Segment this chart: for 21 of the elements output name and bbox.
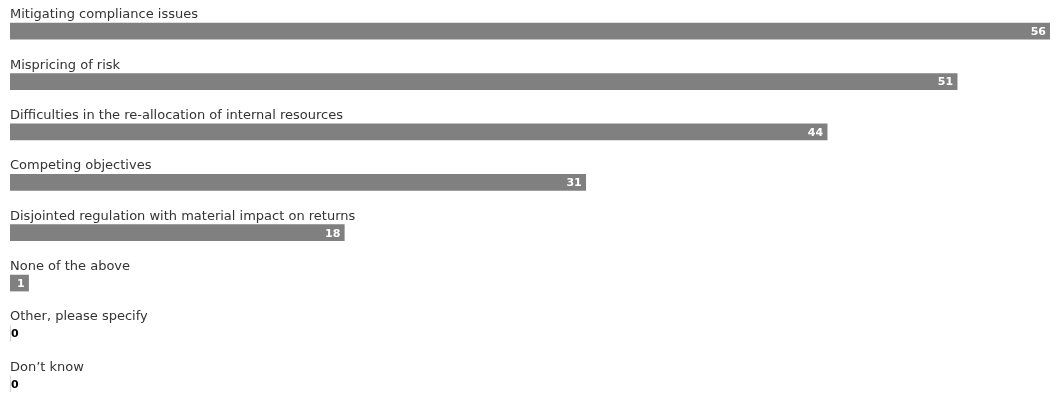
data-label: 18 — [324, 226, 341, 240]
bar — [10, 224, 345, 242]
data-label: 51 — [937, 75, 954, 89]
data-label: 56 — [1030, 25, 1047, 39]
y-tick-label: None of the above — [10, 258, 131, 274]
y-tick-label: Other, please specify — [10, 308, 149, 324]
y-tick-label: Disjointed regulation with material impact on returns — [10, 207, 356, 223]
y-tick-label: Mitigating compliance issues — [10, 6, 199, 22]
bar — [10, 173, 587, 191]
y-tick-label: Mispricing of risk — [10, 56, 121, 72]
bar — [10, 123, 828, 141]
data-label: 1 — [16, 276, 25, 290]
y-tick-label: Competing objectives — [10, 157, 152, 173]
data-label: 0 — [11, 377, 19, 391]
data-label: 44 — [807, 125, 824, 139]
bar — [10, 73, 958, 90]
y-tick-label: Don’t know — [10, 358, 85, 374]
y-tick-label: Difficulties in the re-allocation of internal resources — [10, 106, 344, 122]
data-label: 31 — [566, 176, 582, 190]
bar — [10, 22, 1050, 40]
data-label: 0 — [11, 327, 19, 341]
